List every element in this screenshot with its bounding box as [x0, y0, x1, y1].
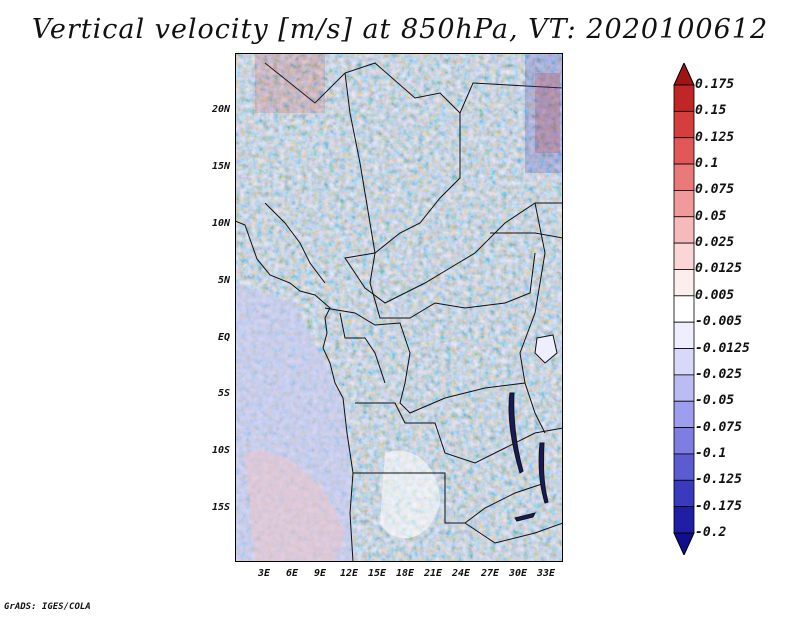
lake-malawi [538, 442, 549, 504]
colorbar-bin [673, 137, 695, 165]
lon-tick-label: 24E [451, 568, 471, 579]
borders [235, 62, 563, 562]
colorbar-bin [673, 216, 695, 244]
border-nigeria [264, 202, 326, 284]
colorbar-tick-label: -0.175 [695, 498, 742, 514]
colorbar-bin [673, 242, 695, 270]
lat-tick-label: 10N [211, 218, 230, 229]
colorbar-tick-label: -0.075 [695, 419, 742, 435]
border-zambia [464, 522, 563, 544]
colorbar-tick-label: 0.1 [695, 156, 719, 172]
colorbar-bin [673, 190, 695, 218]
border-north [264, 62, 563, 304]
lon-tick-label: 21E [423, 568, 443, 579]
colorbar-bin [673, 506, 695, 534]
lon-tick-label: 6E [285, 568, 299, 579]
lake-kariba [514, 512, 536, 522]
colorbar-tick-label: 0.005 [695, 287, 735, 303]
colorbar-tick-label: -0.0125 [695, 340, 750, 356]
colorbar-tick-label: -0.125 [695, 472, 742, 488]
footer-credit: GrADS: IGES/COLA [4, 602, 91, 612]
colorbar-tick-label: 0.025 [695, 235, 735, 251]
lake-victoria [534, 334, 558, 364]
lon-tick-label: 27E [480, 568, 500, 579]
ocean-region [235, 283, 355, 562]
colorbar-bin [673, 374, 695, 402]
border-sudan [490, 232, 563, 239]
border-east-rift [519, 202, 546, 434]
lakes [508, 334, 558, 522]
colorbar-bin [673, 295, 695, 323]
colorbar-tick-label: 0.0125 [695, 261, 742, 277]
lat-tick-label: 10S [211, 445, 230, 456]
colorbar-tick-label: 0.05 [695, 208, 727, 224]
lat-tick-label: 5S [217, 388, 230, 399]
colorbar-tick-label: 0.175 [695, 77, 735, 92]
lon-tick-label: 3E [257, 568, 271, 579]
west-africa-coast [235, 220, 354, 562]
border-chad [344, 72, 376, 254]
colorbar-bin [673, 269, 695, 297]
lon-tick-label: 15E [367, 568, 387, 579]
colorbar-top-triangle [673, 63, 695, 86]
lat-tick-label: 15S [211, 502, 230, 513]
colorbar-bin [673, 163, 695, 191]
lake-tanganyika [508, 392, 524, 474]
lon-tick-label: 30E [508, 568, 528, 579]
colorbar-bin [673, 427, 695, 455]
kalahari-pale-patch [380, 450, 440, 539]
lon-tick-label: 9E [313, 568, 327, 579]
colorbar-bin [673, 400, 695, 428]
ocean-pink-patch [245, 451, 345, 562]
map-frame [235, 53, 563, 562]
lat-tick-label: 20N [211, 104, 230, 115]
border-angola [353, 472, 546, 524]
colorbar-tick-label: -0.2 [695, 525, 727, 540]
colorbar-tick-label: -0.025 [695, 366, 742, 382]
lat-tick-label: EQ [217, 332, 230, 343]
colorbar-tick-label: 0.125 [695, 129, 735, 145]
colorbar-tick-label: -0.005 [695, 314, 742, 330]
lat-tick-label: 5N [217, 275, 230, 286]
lon-tick-label: 12E [339, 568, 359, 579]
map-panel [235, 53, 563, 562]
colorbar-bin [673, 84, 695, 112]
lon-tick-label: 33E [536, 568, 556, 579]
lat-tick-label: 15N [211, 161, 230, 172]
colorbar-tick-label: 0.15 [695, 103, 727, 119]
highland-streaks [255, 53, 563, 173]
lon-tick-label: 18E [395, 568, 415, 579]
border-east [459, 82, 563, 114]
colorbar-bin [673, 479, 695, 508]
colorbar-bin [673, 110, 695, 139]
colorbar-tick-label: -0.1 [695, 445, 727, 461]
colorbar-bottom-triangle [673, 532, 695, 555]
border-gabon [339, 312, 386, 384]
border-mid [369, 252, 536, 319]
colorbar [673, 63, 695, 555]
chart-title: Vertical velocity [m/s] at 850hPa, VT: 2… [31, 14, 769, 45]
colorbar-bin [673, 321, 695, 349]
border-drc-south [355, 402, 563, 464]
colorbar-tick-label: -0.05 [695, 393, 735, 409]
colorbar-bin [673, 453, 695, 481]
colorbar-bin [673, 348, 695, 376]
colorbar-tick-label: 0.075 [695, 182, 735, 198]
border-congo [324, 307, 526, 414]
